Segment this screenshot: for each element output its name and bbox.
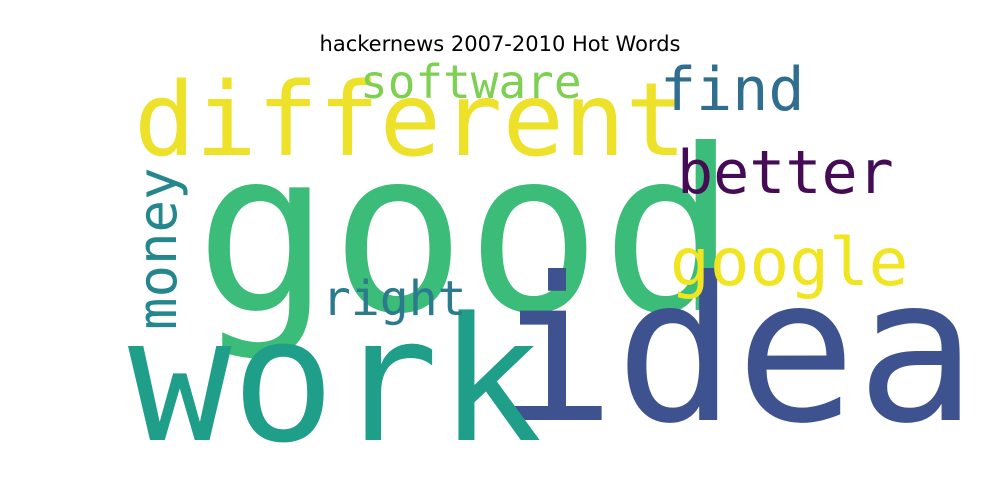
word-different: different (134, 61, 687, 180)
cloud-title: hackernews 2007-2010 Hot Words (319, 32, 681, 56)
word-idea: idea (495, 235, 977, 468)
word-software: software (360, 55, 582, 109)
word-find: find (660, 55, 805, 125)
word-google: google (670, 224, 908, 301)
word-better: better (677, 138, 894, 208)
word-good: good (195, 102, 737, 364)
word-money: money (126, 167, 189, 330)
word-right: right (322, 271, 467, 327)
word-work: work (128, 280, 542, 481)
